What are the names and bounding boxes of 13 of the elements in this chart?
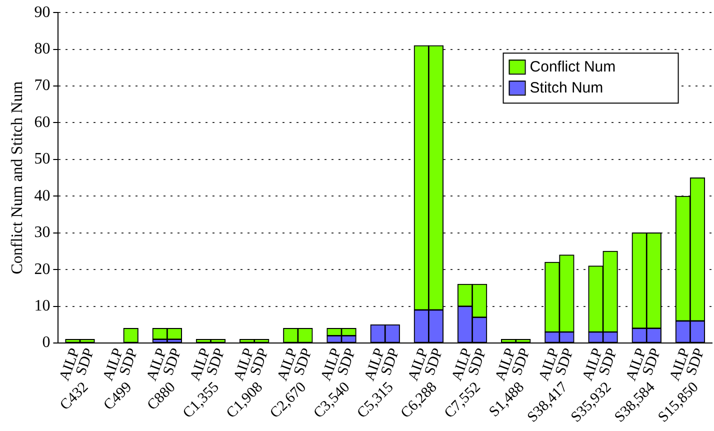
y-tick-label: 90 bbox=[34, 4, 50, 21]
y-tick-label: 10 bbox=[34, 297, 50, 314]
y-tick-label: 70 bbox=[34, 77, 50, 94]
legend-label: Conflict Num bbox=[530, 58, 616, 76]
legend-label: Stitch Num bbox=[530, 80, 604, 97]
y-tick-label: 30 bbox=[34, 224, 50, 242]
y-tick-label: 0 bbox=[42, 334, 50, 352]
y-tick-label: 80 bbox=[34, 40, 50, 58]
y-tick-label: 40 bbox=[34, 187, 50, 204]
y-axis-title: Conflict Num and Stitch Num bbox=[8, 80, 26, 274]
y-tick-label: 20 bbox=[34, 260, 50, 278]
y-tick-label: 60 bbox=[34, 114, 50, 131]
y-tick-label: 50 bbox=[34, 150, 50, 168]
